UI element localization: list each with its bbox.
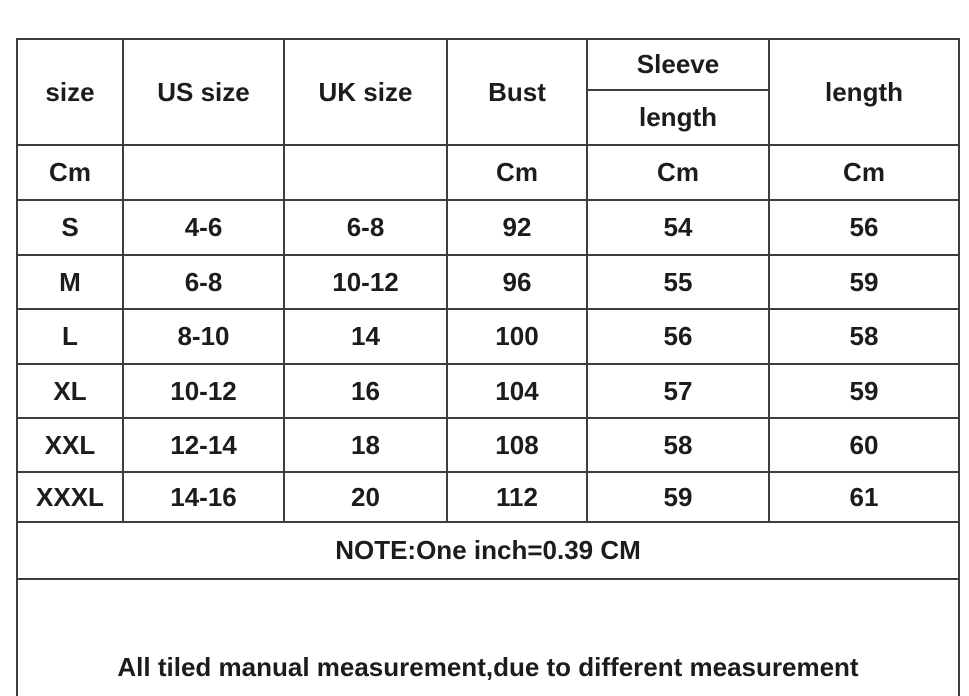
disclaimer-text: All tiled manual measurement,due to diff… xyxy=(16,578,960,696)
unit-cell-uk xyxy=(283,144,448,201)
disclaimer-line-1: All tiled manual measurement,due to diff… xyxy=(117,652,859,682)
table-cell: 60 xyxy=(768,417,960,473)
table-cell: 100 xyxy=(446,308,588,365)
table-cell: 10-12 xyxy=(283,254,448,310)
table-header-row: length xyxy=(17,89,959,146)
row-label-cell: M xyxy=(16,254,124,310)
table-cell: 6-8 xyxy=(122,254,285,310)
header-size-cell: size xyxy=(16,38,124,146)
note-text: NOTE:One inch=0.39 CM xyxy=(16,521,960,580)
table-cell: 14-16 xyxy=(122,471,285,523)
table-cell: 10-12 xyxy=(122,363,285,419)
size-chart-table: size US size UK size Bust Sleeve length … xyxy=(16,38,960,696)
header-length-cell: length xyxy=(768,38,960,146)
table-units-row: Cm Cm Cm Cm xyxy=(16,144,960,201)
table-row: XL 10-12 16 104 57 59 xyxy=(16,363,960,419)
table-row: XXXL 14-16 20 112 59 61 xyxy=(16,471,960,523)
table-cell: 58 xyxy=(768,308,960,365)
table-row: L 8-10 14 100 56 58 xyxy=(16,308,960,365)
row-label-cell: S xyxy=(16,199,124,256)
header-sleeve-cell: Sleeve xyxy=(586,38,770,91)
header-uk-size-cell: UK size xyxy=(283,38,448,146)
table-cell: 56 xyxy=(586,308,770,365)
row-label-cell: XXXL xyxy=(16,471,124,523)
disclaimer-row: All tiled manual measurement,due to diff… xyxy=(16,578,960,696)
table-cell: 56 xyxy=(768,199,960,256)
header-us-size-cell: US size xyxy=(122,38,285,146)
table-cell: 55 xyxy=(586,254,770,310)
unit-cell-bust: Cm xyxy=(446,144,588,201)
header-bust-cell: Bust xyxy=(446,38,588,146)
table-cell: 8-10 xyxy=(122,308,285,365)
table-cell: 54 xyxy=(586,199,770,256)
table-cell: 92 xyxy=(446,199,588,256)
table-cell: 14 xyxy=(283,308,448,365)
table-cell: 59 xyxy=(586,471,770,523)
table-cell: 112 xyxy=(446,471,588,523)
table-row: S 4-6 6-8 92 54 56 xyxy=(16,199,960,256)
row-label-cell: XL xyxy=(16,363,124,419)
table-cell: 6-8 xyxy=(283,199,448,256)
table-cell: 96 xyxy=(446,254,588,310)
table-row: XXL 12-14 18 108 58 60 xyxy=(16,417,960,473)
table-cell: 57 xyxy=(586,363,770,419)
table-cell: 104 xyxy=(446,363,588,419)
table-cell: 61 xyxy=(768,471,960,523)
unit-cell-length: Cm xyxy=(768,144,960,201)
table-cell: 16 xyxy=(283,363,448,419)
table-cell: 18 xyxy=(283,417,448,473)
note-row: NOTE:One inch=0.39 CM xyxy=(16,521,960,580)
table-cell: 4-6 xyxy=(122,199,285,256)
table-cell: 12-14 xyxy=(122,417,285,473)
header-sleeve-length-cell: length xyxy=(586,89,770,146)
table-row: M 6-8 10-12 96 55 59 xyxy=(16,254,960,310)
row-label-cell: XXL xyxy=(16,417,124,473)
table-cell: 108 xyxy=(446,417,588,473)
table-cell: 58 xyxy=(586,417,770,473)
unit-cell-us xyxy=(122,144,285,201)
table-header-row: size US size UK size Bust Sleeve length xyxy=(16,38,960,146)
table-cell: 59 xyxy=(768,254,960,310)
unit-cell-sleeve: Cm xyxy=(586,144,770,201)
row-label-cell: L xyxy=(16,308,124,365)
table-cell: 20 xyxy=(283,471,448,523)
table-cell: 59 xyxy=(768,363,960,419)
unit-cell-size: Cm xyxy=(16,144,124,201)
